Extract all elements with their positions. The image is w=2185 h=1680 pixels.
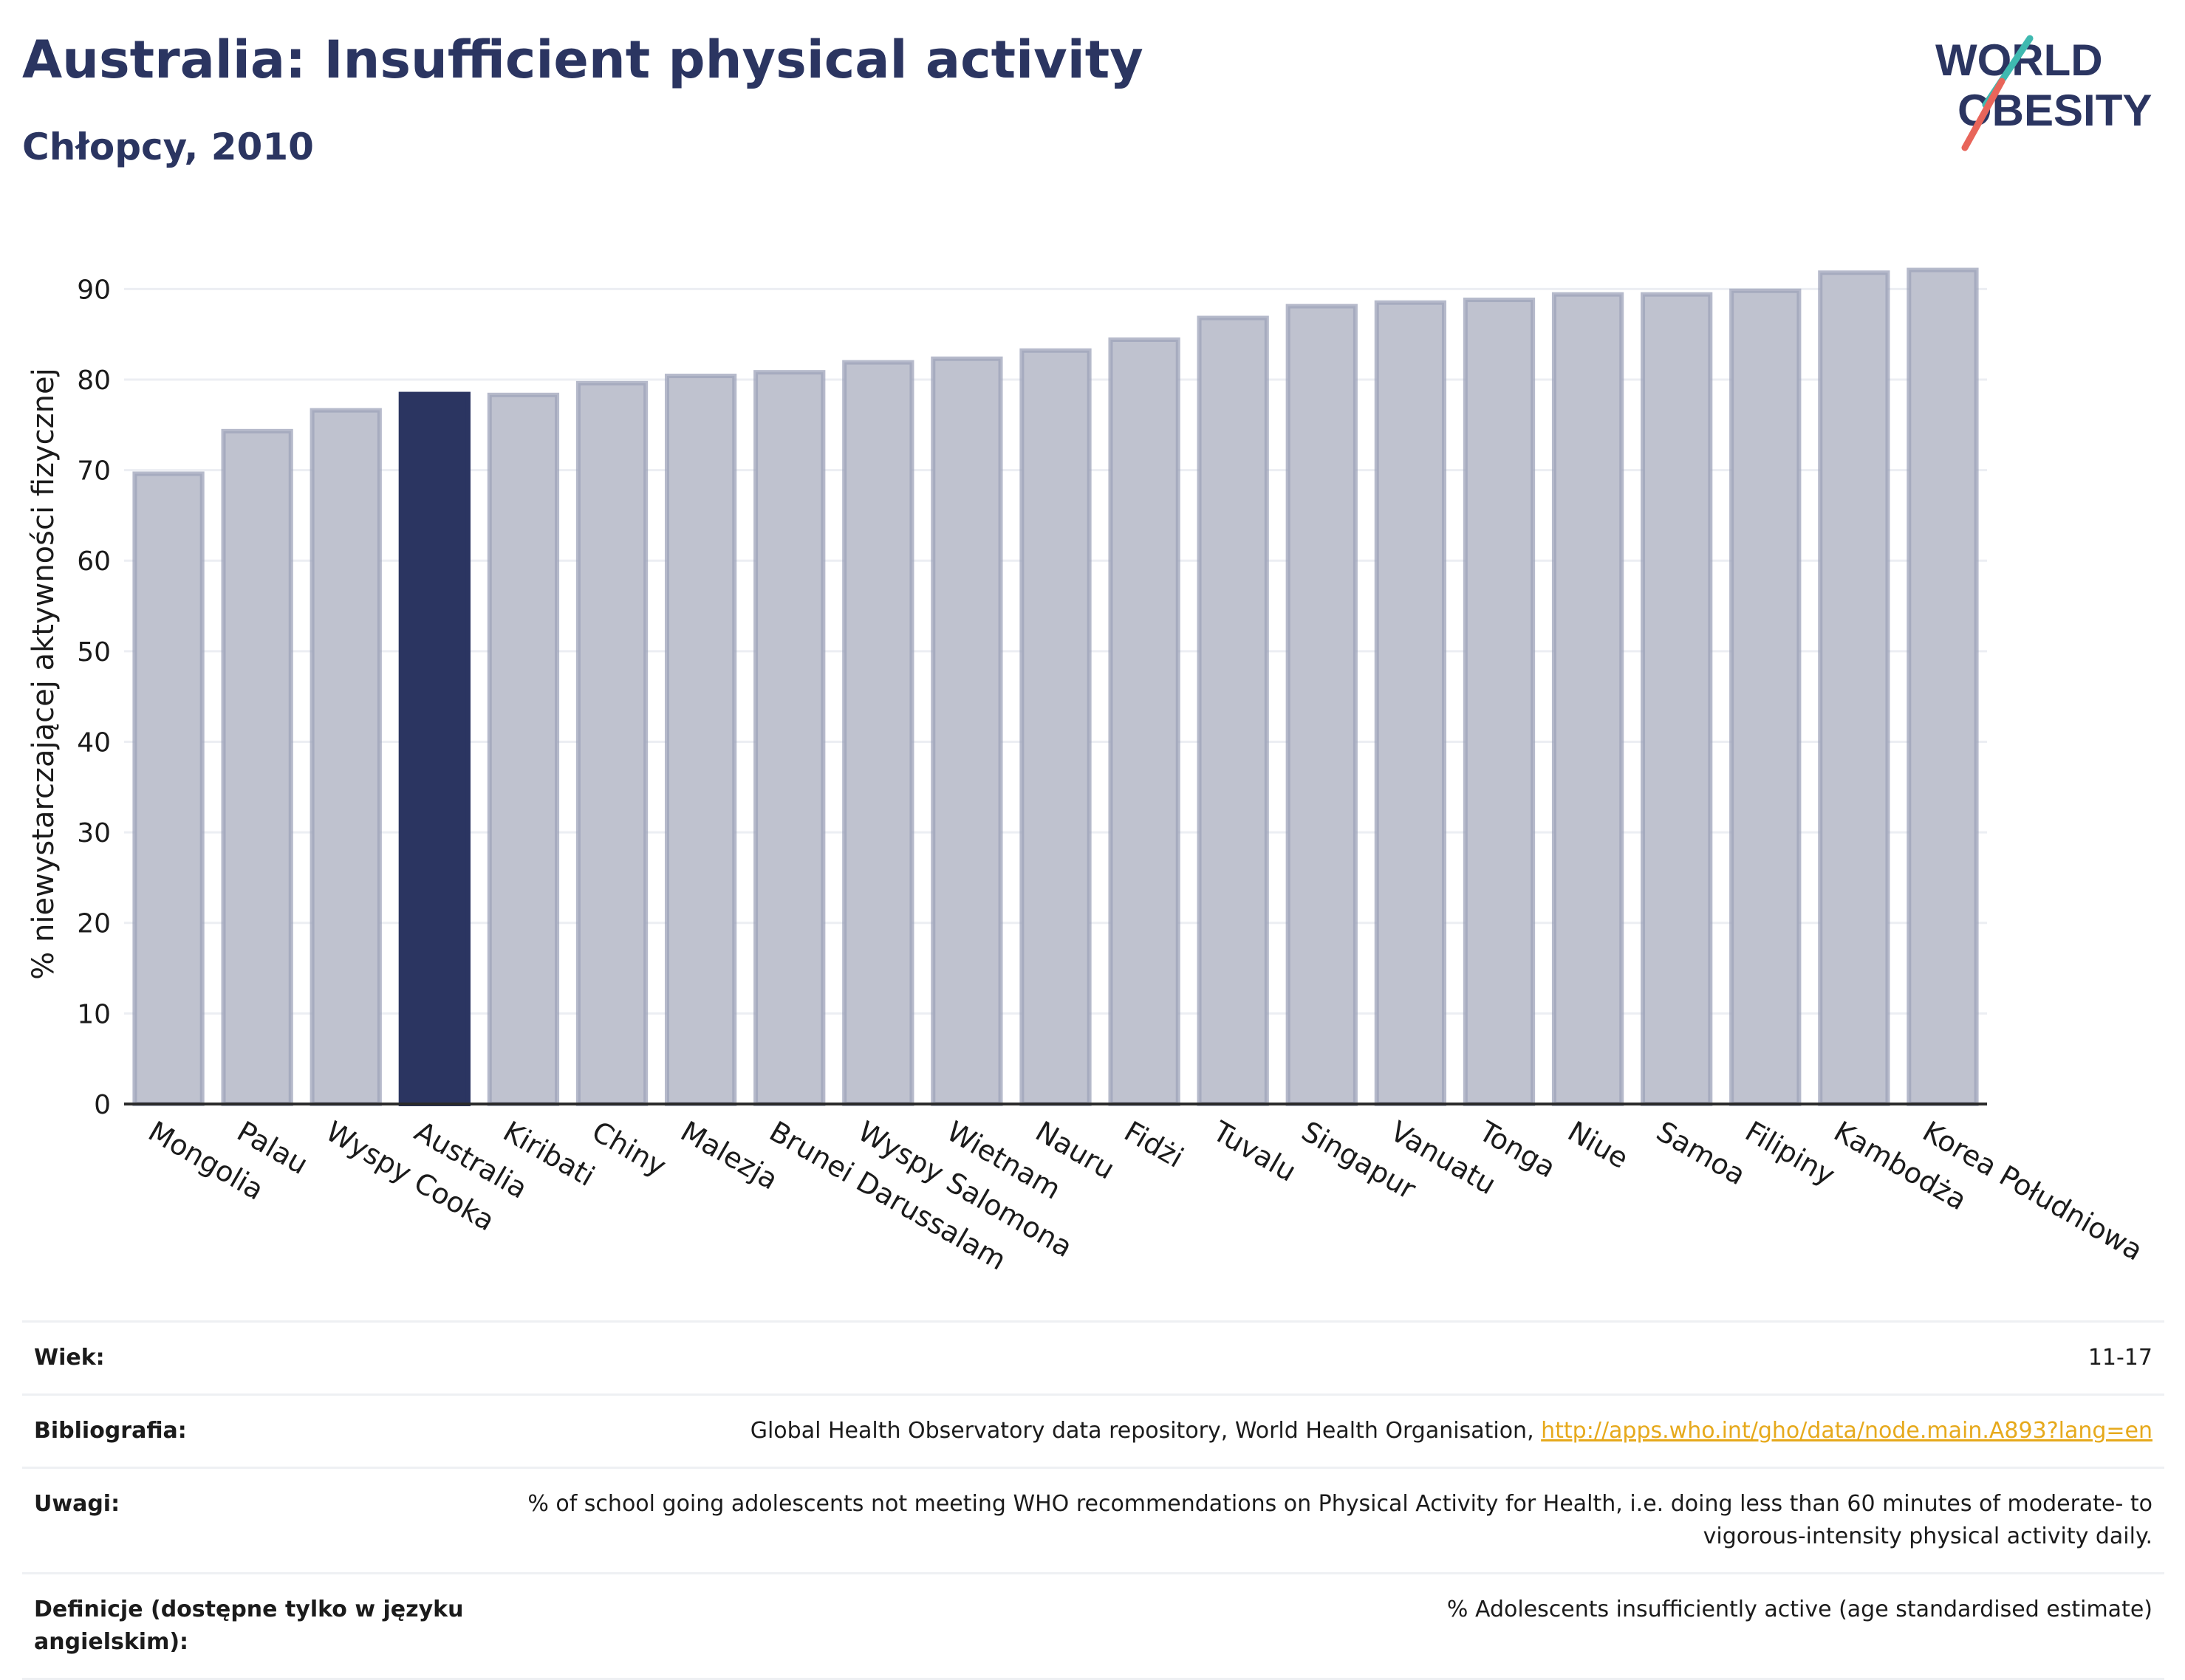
- y-tick-label: 50: [77, 637, 111, 668]
- metadata-table: Wiek: 11-17 Bibliografia: Global Health …: [22, 1320, 2164, 1680]
- chart-title: Australia: Insufficient physical activit…: [22, 30, 1143, 90]
- bar-vanuatu: [1374, 300, 1447, 1106]
- bar-fidżi: [1108, 337, 1180, 1106]
- bar-mongolia: [132, 471, 205, 1106]
- y-tick-label: 0: [94, 1090, 111, 1120]
- y-tick-label: 10: [77, 999, 111, 1029]
- bar-korea-południowa: [1907, 267, 1979, 1107]
- bar-chiny: [575, 380, 649, 1106]
- bar-tuvalu: [1197, 315, 1269, 1107]
- bar-palau: [221, 428, 293, 1106]
- meta-notes-label: Uwagi:: [34, 1491, 120, 1517]
- world-obesity-logo: WORLD OBESITY: [1921, 30, 2172, 155]
- x-tick-label: Filipiny: [1740, 1115, 1840, 1192]
- y-tick-label: 20: [77, 909, 111, 939]
- x-tick-label: Malezja: [675, 1115, 784, 1196]
- chart-subtitle: Chłopcy, 2010: [22, 126, 314, 168]
- y-tick-label: 70: [77, 456, 111, 487]
- meta-row-age: Wiek: 11-17: [22, 1320, 2164, 1393]
- meta-age-value: 11-17: [2087, 1345, 2152, 1371]
- meta-bibliography-label: Bibliografia:: [34, 1418, 187, 1444]
- bar-singapur: [1285, 304, 1358, 1106]
- y-tick-label: 60: [77, 546, 111, 577]
- y-tick-label: 90: [77, 275, 111, 305]
- meta-definitions-label: Definicje (dostępne tylko w języku angie…: [34, 1597, 464, 1655]
- meta-age-label: Wiek:: [34, 1345, 105, 1371]
- bar-kiribati: [487, 392, 560, 1106]
- bar-wyspy-cooka: [310, 408, 382, 1106]
- bar-australia: [398, 391, 471, 1106]
- y-axis-title: % niewystarczającej aktywności fizycznej: [27, 368, 61, 980]
- x-tick-label: Niue: [1562, 1115, 1634, 1175]
- x-tick-label: Samoa: [1651, 1115, 1751, 1192]
- meta-bibliography-value: Global Health Observatory data repositor…: [750, 1415, 2152, 1447]
- bar-wietnam: [931, 356, 1003, 1106]
- x-tick-label: Tuvalu: [1207, 1114, 1302, 1188]
- logo-coral-stroke: [1961, 78, 2006, 151]
- bar-kambodża: [1818, 270, 1890, 1107]
- bar-niue: [1551, 292, 1624, 1106]
- meta-row-bibliography: Bibliografia: Global Health Observatory …: [22, 1393, 2164, 1467]
- meta-row-definitions: Definicje (dostępne tylko w języku angie…: [22, 1572, 2164, 1680]
- meta-notes-value: % of school going adolescents not meetin…: [527, 1491, 2152, 1549]
- meta-row-notes: Uwagi: % of school going adolescents not…: [22, 1467, 2164, 1572]
- bar-samoa: [1641, 292, 1713, 1106]
- bar-wyspy-salomona: [842, 360, 914, 1107]
- meta-definitions-value: % Adolescents insufficiently active (age…: [1446, 1597, 2152, 1622]
- bar-brunei-darussalam: [753, 370, 826, 1106]
- bars: [132, 267, 1979, 1107]
- bar-filipiny: [1729, 288, 1802, 1106]
- world-obesity-logo-mark: WORLD OBESITY: [1935, 35, 2152, 151]
- y-tick-label: 80: [77, 366, 111, 396]
- bar-nauru: [1019, 348, 1092, 1106]
- meta-bibliography-text: Global Health Observatory data repositor…: [750, 1418, 1542, 1444]
- y-tick-label: 30: [77, 818, 111, 848]
- y-tick-label: 40: [77, 727, 111, 758]
- x-tick-label: Fidżi: [1119, 1115, 1189, 1174]
- x-tick-label: Chiny: [587, 1115, 671, 1183]
- meta-bibliography-link[interactable]: http://apps.who.int/gho/data/node.main.A…: [1541, 1418, 2152, 1444]
- bar-malezja: [664, 374, 737, 1106]
- bar-tonga: [1463, 298, 1536, 1106]
